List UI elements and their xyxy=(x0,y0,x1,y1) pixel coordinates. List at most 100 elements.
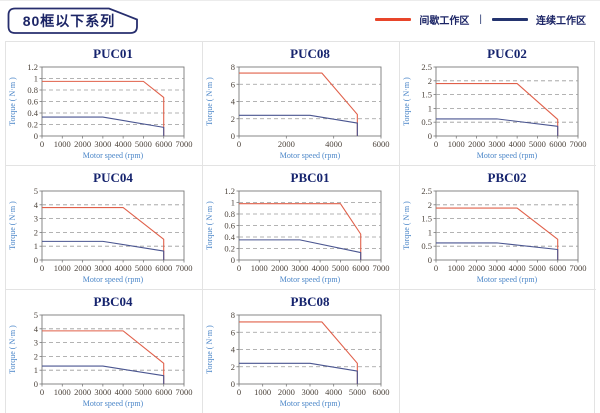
svg-text:7000: 7000 xyxy=(570,263,587,273)
svg-text:4000: 4000 xyxy=(509,263,526,273)
svg-text:Motor speed (rpm): Motor speed (rpm) xyxy=(477,275,538,284)
svg-text:0.5: 0.5 xyxy=(421,241,432,251)
svg-text:0: 0 xyxy=(40,263,44,273)
chart-cell-pbc04: PBC04 0 1 2 3 4 5 0 1000 2000 3000 4000 5000 6000 7000… xyxy=(6,290,203,413)
svg-text:1: 1 xyxy=(231,197,235,207)
svg-text:5000: 5000 xyxy=(135,387,152,397)
svg-text:0: 0 xyxy=(237,263,241,273)
svg-text:1: 1 xyxy=(34,73,38,83)
svg-text:6000: 6000 xyxy=(155,263,172,273)
svg-text:Torque ( N·m ): Torque ( N·m ) xyxy=(205,324,214,373)
svg-text:PBC01: PBC01 xyxy=(291,170,330,185)
svg-text:6000: 6000 xyxy=(155,387,172,397)
chart-pbc08: PBC08 0 2 4 6 8 0 1000 2000 3000 4000 5000 6000 Motor… xyxy=(205,294,390,408)
svg-text:6000: 6000 xyxy=(373,139,390,149)
svg-text:7000: 7000 xyxy=(176,263,193,273)
svg-text:7000: 7000 xyxy=(373,263,390,273)
svg-text:0.6: 0.6 xyxy=(224,220,235,230)
chart-puc08: PUC08 0 2 4 6 8 0 2000 4000 6000 Motor speed (rpm)… xyxy=(205,46,390,160)
svg-text:0: 0 xyxy=(40,387,44,397)
svg-text:3000: 3000 xyxy=(94,139,111,149)
svg-text:5: 5 xyxy=(34,310,38,320)
svg-text:8: 8 xyxy=(231,310,235,320)
svg-text:4000: 4000 xyxy=(312,263,329,273)
svg-text:2: 2 xyxy=(231,113,235,123)
svg-text:1000: 1000 xyxy=(254,387,271,397)
svg-text:PUC04: PUC04 xyxy=(93,170,133,185)
svg-text:0: 0 xyxy=(231,131,235,141)
svg-text:1.2: 1.2 xyxy=(27,62,38,72)
chart-grid: PUC01 0 0.2 0.4 0.6 0.8 1 1.2 0 1000 2000 3000 4000 5… xyxy=(5,41,596,413)
svg-text:6000: 6000 xyxy=(155,139,172,149)
svg-text:1.2: 1.2 xyxy=(224,186,235,196)
svg-text:0.2: 0.2 xyxy=(27,119,38,129)
svg-text:2: 2 xyxy=(428,199,432,209)
svg-text:6000: 6000 xyxy=(549,139,566,149)
svg-text:4: 4 xyxy=(34,323,39,333)
intermittent-zone-label: 间歇工作区 xyxy=(419,16,470,27)
svg-text:0: 0 xyxy=(34,379,38,389)
svg-text:Motor speed (rpm): Motor speed (rpm) xyxy=(280,275,341,284)
svg-text:2000: 2000 xyxy=(278,387,295,397)
svg-text:1000: 1000 xyxy=(54,139,71,149)
svg-text:0: 0 xyxy=(434,263,438,273)
svg-text:1: 1 xyxy=(34,365,38,375)
svg-text:0: 0 xyxy=(231,255,235,265)
svg-text:Motor speed (rpm): Motor speed (rpm) xyxy=(83,151,144,160)
svg-text:Torque ( N·m ): Torque ( N·m ) xyxy=(8,76,17,125)
svg-text:6: 6 xyxy=(231,327,235,337)
series-title-box: 80框以下系列 xyxy=(7,7,139,35)
chart-cell-puc01: PUC01 0 0.2 0.4 0.6 0.8 1 1.2 0 1000 2000 3000 4000 5… xyxy=(6,42,203,166)
svg-text:5000: 5000 xyxy=(529,263,546,273)
svg-text:PUC01: PUC01 xyxy=(93,46,133,61)
svg-text:4000: 4000 xyxy=(115,139,132,149)
svg-text:0: 0 xyxy=(231,379,235,389)
svg-text:2.5: 2.5 xyxy=(421,186,432,196)
svg-text:1: 1 xyxy=(428,103,432,113)
svg-text:Motor speed (rpm): Motor speed (rpm) xyxy=(477,151,538,160)
svg-text:PBC02: PBC02 xyxy=(488,170,527,185)
svg-text:3: 3 xyxy=(34,337,38,347)
svg-text:7000: 7000 xyxy=(570,139,587,149)
svg-text:0: 0 xyxy=(237,387,241,397)
svg-text:PUC08: PUC08 xyxy=(290,46,330,61)
svg-text:3000: 3000 xyxy=(302,387,319,397)
svg-text:6000: 6000 xyxy=(352,263,369,273)
svg-text:1: 1 xyxy=(428,227,432,237)
legend-separator: | xyxy=(479,14,482,25)
svg-text:Motor speed (rpm): Motor speed (rpm) xyxy=(83,275,144,284)
svg-text:0: 0 xyxy=(40,139,44,149)
chart-pbc04: PBC04 0 1 2 3 4 5 0 1000 2000 3000 4000 5000 6000 7000… xyxy=(8,294,193,408)
legend: 间歇工作区 | 连续工作区 xyxy=(375,12,586,27)
svg-text:3: 3 xyxy=(34,213,38,223)
svg-text:Motor speed (rpm): Motor speed (rpm) xyxy=(280,151,341,160)
svg-text:Torque ( N·m ): Torque ( N·m ) xyxy=(8,324,17,373)
chart-cell-pbc08: PBC08 0 2 4 6 8 0 1000 2000 3000 4000 5000 6000 Motor… xyxy=(203,290,400,413)
svg-text:3000: 3000 xyxy=(291,263,308,273)
chart-cell-puc04: PUC04 0 1 2 3 4 5 0 1000 2000 3000 4000 5000 6000 7000… xyxy=(6,166,203,290)
svg-text:1000: 1000 xyxy=(448,139,465,149)
empty-cell xyxy=(400,290,596,413)
svg-text:1000: 1000 xyxy=(448,263,465,273)
svg-text:0.6: 0.6 xyxy=(27,96,38,106)
svg-text:Torque ( N·m ): Torque ( N·m ) xyxy=(402,200,411,249)
svg-text:2000: 2000 xyxy=(468,139,485,149)
svg-text:0: 0 xyxy=(428,131,432,141)
svg-text:6000: 6000 xyxy=(549,263,566,273)
continuous-zone-line-swatch xyxy=(492,18,528,21)
svg-text:1000: 1000 xyxy=(251,263,268,273)
svg-text:0.8: 0.8 xyxy=(224,209,235,219)
svg-text:1: 1 xyxy=(34,241,38,251)
svg-text:8: 8 xyxy=(231,62,235,72)
svg-text:1.5: 1.5 xyxy=(421,89,432,99)
svg-text:4: 4 xyxy=(34,199,39,209)
svg-text:7000: 7000 xyxy=(176,139,193,149)
svg-text:0: 0 xyxy=(434,139,438,149)
svg-text:6: 6 xyxy=(231,79,235,89)
svg-text:Torque ( N·m ): Torque ( N·m ) xyxy=(205,200,214,249)
svg-text:Motor speed (rpm): Motor speed (rpm) xyxy=(83,399,144,408)
svg-text:2000: 2000 xyxy=(74,387,91,397)
page-title: 80框以下系列 xyxy=(22,13,116,29)
svg-text:2000: 2000 xyxy=(278,139,295,149)
